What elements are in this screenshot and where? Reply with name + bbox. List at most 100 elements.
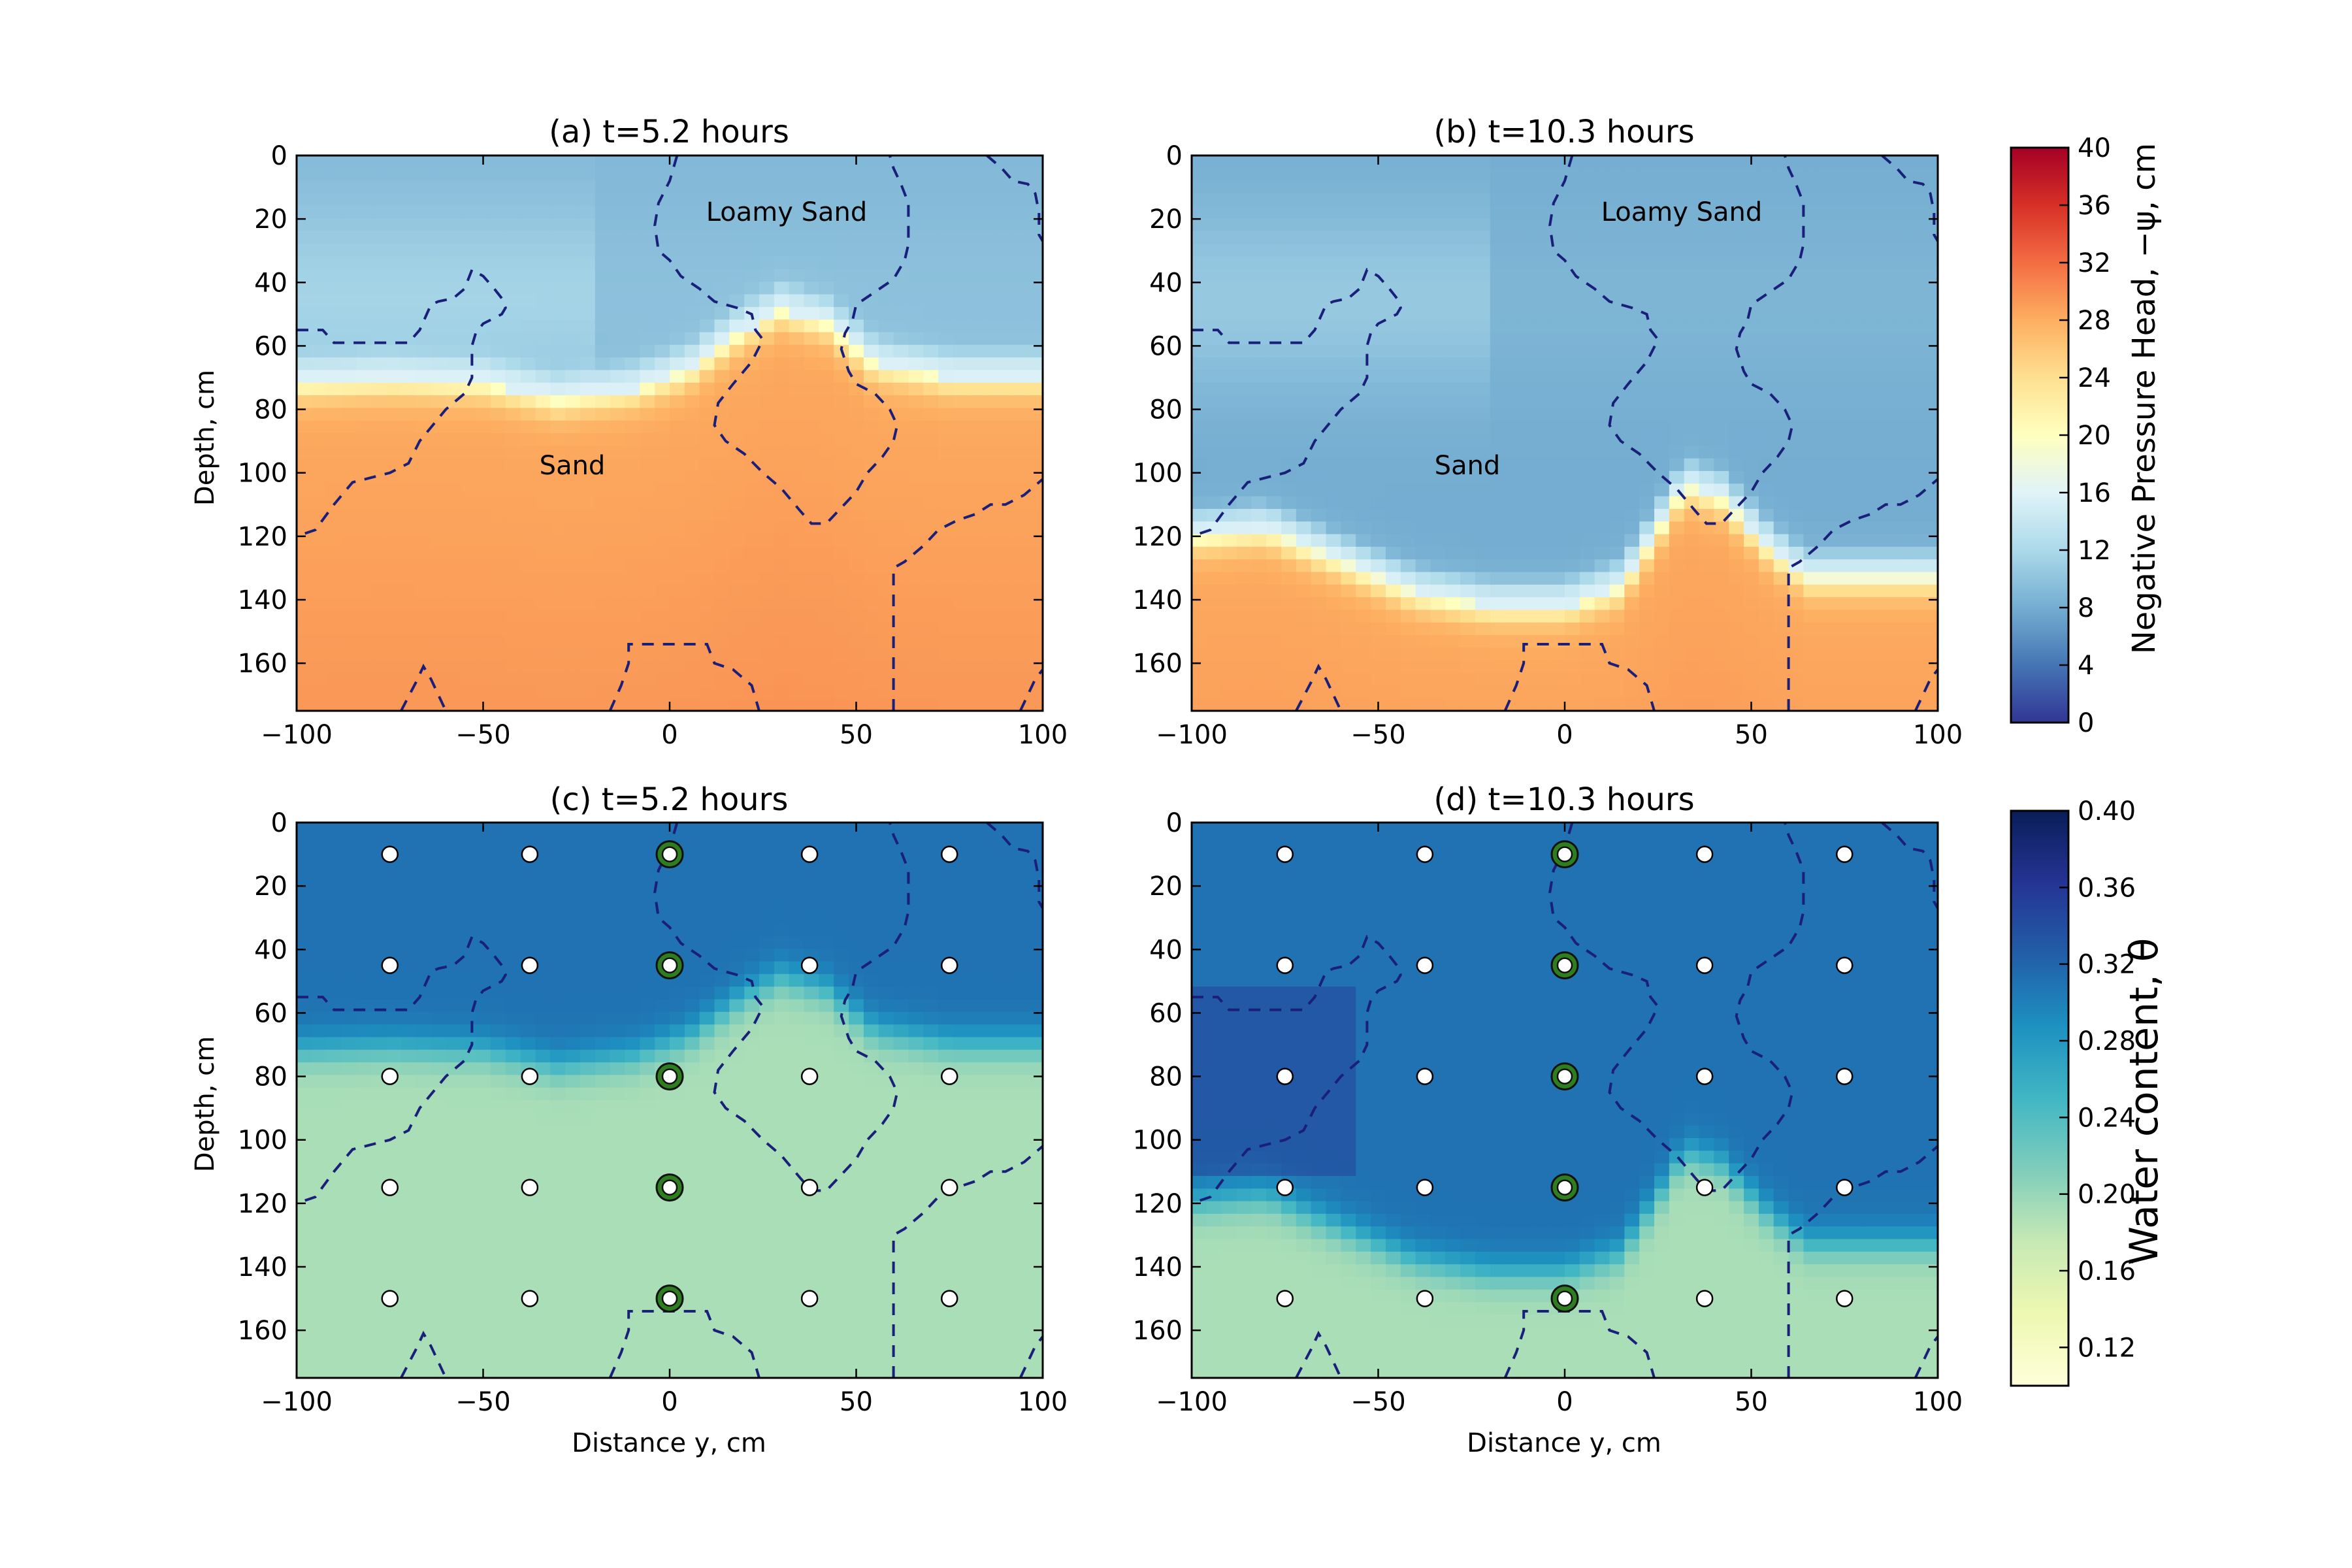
heatmap-cell — [505, 206, 521, 220]
heatmap-cell — [819, 244, 835, 257]
heatmap-cell — [490, 610, 506, 623]
heatmap-cell — [490, 344, 506, 358]
heatmap-cell — [1371, 408, 1386, 421]
heatmap-cell — [386, 206, 402, 220]
heatmap-cell — [834, 244, 849, 257]
heatmap-cell — [1192, 698, 1207, 711]
heatmap-cell — [505, 496, 521, 510]
heatmap-cell — [1311, 193, 1327, 207]
heatmap-cell — [431, 1087, 447, 1101]
heatmap-cell — [729, 244, 745, 257]
heatmap-cell — [341, 446, 357, 459]
heatmap-cell — [1788, 332, 1805, 346]
heatmap-cell — [983, 610, 999, 623]
heatmap-cell — [311, 647, 327, 661]
heatmap-cell — [1699, 508, 1715, 523]
heatmap-cell — [670, 382, 685, 396]
heatmap-cell — [625, 559, 641, 573]
heatmap-cell — [1639, 534, 1655, 547]
heatmap-cell — [1878, 256, 1894, 270]
heatmap-cell — [505, 344, 521, 358]
heatmap-cell — [431, 1075, 447, 1088]
heatmap-cell — [1206, 446, 1222, 459]
heatmap-cell — [1535, 496, 1550, 510]
heatmap-cell — [400, 1277, 417, 1290]
heatmap-cell — [1192, 193, 1207, 207]
heatmap-cell — [878, 306, 894, 320]
heatmap-cell — [1430, 584, 1446, 598]
heatmap-cell — [1251, 458, 1267, 472]
heatmap-cell — [297, 961, 312, 975]
heatmap-cell — [923, 584, 939, 598]
heatmap-cell — [1923, 622, 1938, 636]
heatmap-cell — [729, 408, 745, 421]
heatmap-cell — [834, 584, 849, 598]
heatmap-cell — [1803, 382, 1820, 396]
heatmap-cell — [878, 572, 894, 585]
heatmap-cell — [863, 685, 879, 699]
heatmap-cell — [953, 584, 969, 598]
heatmap-cell — [893, 231, 909, 245]
heatmap-cell — [714, 231, 730, 245]
heatmap-cell — [953, 319, 969, 333]
heatmap-cell — [476, 584, 491, 598]
heatmap-cell — [938, 483, 954, 497]
heatmap-cell — [789, 155, 805, 169]
heatmap-cell — [1669, 382, 1685, 396]
heatmap-cell — [610, 168, 626, 182]
heatmap-cell — [431, 408, 447, 421]
heatmap-cell — [1699, 610, 1715, 623]
heatmap-cell — [1475, 496, 1491, 510]
heatmap-cell — [1520, 218, 1536, 232]
heatmap-cell — [1803, 193, 1820, 207]
heatmap-cell — [655, 685, 670, 699]
heatmap-cell — [297, 496, 312, 510]
heatmap-cell — [520, 673, 536, 687]
heatmap-cell — [431, 155, 447, 169]
heatmap-cell — [1550, 622, 1565, 636]
heatmap-cell — [1848, 244, 1864, 257]
heatmap-cell — [1863, 344, 1879, 358]
heatmap-cell — [1639, 496, 1655, 510]
heatmap-cell — [729, 193, 745, 207]
heatmap-cell — [1535, 382, 1550, 396]
heatmap-cell — [400, 911, 417, 924]
heatmap-cell — [461, 395, 476, 409]
heatmap-cell — [371, 420, 387, 434]
heatmap-cell — [311, 193, 327, 207]
heatmap-cell — [580, 269, 596, 282]
heatmap-cell — [908, 168, 924, 182]
heatmap-cell — [938, 231, 954, 245]
heatmap-cell — [1266, 256, 1282, 270]
heatmap-cell — [1236, 584, 1252, 598]
heatmap-cell — [326, 1137, 342, 1152]
heatmap-cell — [1878, 597, 1894, 611]
heatmap-cell — [565, 534, 581, 547]
y-tick-label: 160 — [1133, 649, 1183, 679]
heatmap-cell — [998, 534, 1014, 547]
heatmap-cell — [400, 635, 417, 649]
heatmap-cell — [550, 282, 566, 295]
heatmap-cell — [1206, 408, 1222, 421]
heatmap-cell — [699, 395, 715, 409]
heatmap-cell — [625, 357, 641, 371]
heatmap-cell — [863, 622, 879, 636]
heatmap-cell — [400, 1125, 417, 1139]
heatmap-cell — [834, 306, 849, 320]
heatmap-cell — [1221, 458, 1237, 472]
heatmap-cell — [1565, 546, 1580, 560]
heatmap-cell — [1579, 244, 1595, 257]
heatmap-cell — [1460, 660, 1476, 674]
heatmap-cell — [446, 256, 462, 270]
heatmap-cell — [1445, 635, 1461, 649]
heatmap-cell — [461, 546, 476, 560]
heatmap-cell — [1266, 155, 1282, 169]
heatmap-cell — [1878, 458, 1894, 472]
heatmap-cell — [1893, 572, 1909, 585]
heatmap-cell — [1356, 408, 1371, 421]
heatmap-cell — [297, 698, 312, 711]
heatmap-cell — [1415, 635, 1431, 649]
heatmap-cell — [744, 559, 760, 573]
heatmap-cell — [297, 1327, 312, 1341]
heatmap-cell — [1550, 168, 1565, 182]
